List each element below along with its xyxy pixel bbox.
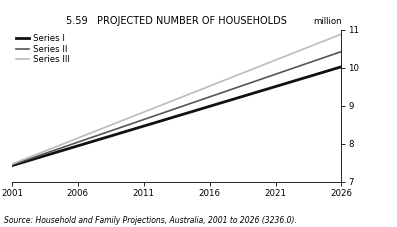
Legend: Series I, Series II, Series III: Series I, Series II, Series III [15,32,71,66]
Text: Source: Household and Family Projections, Australia, 2001 to 2026 (3236.0).: Source: Household and Family Projections… [4,216,297,225]
Text: million: million [313,17,341,27]
Title: 5.59   PROJECTED NUMBER OF HOUSEHOLDS: 5.59 PROJECTED NUMBER OF HOUSEHOLDS [66,16,287,26]
